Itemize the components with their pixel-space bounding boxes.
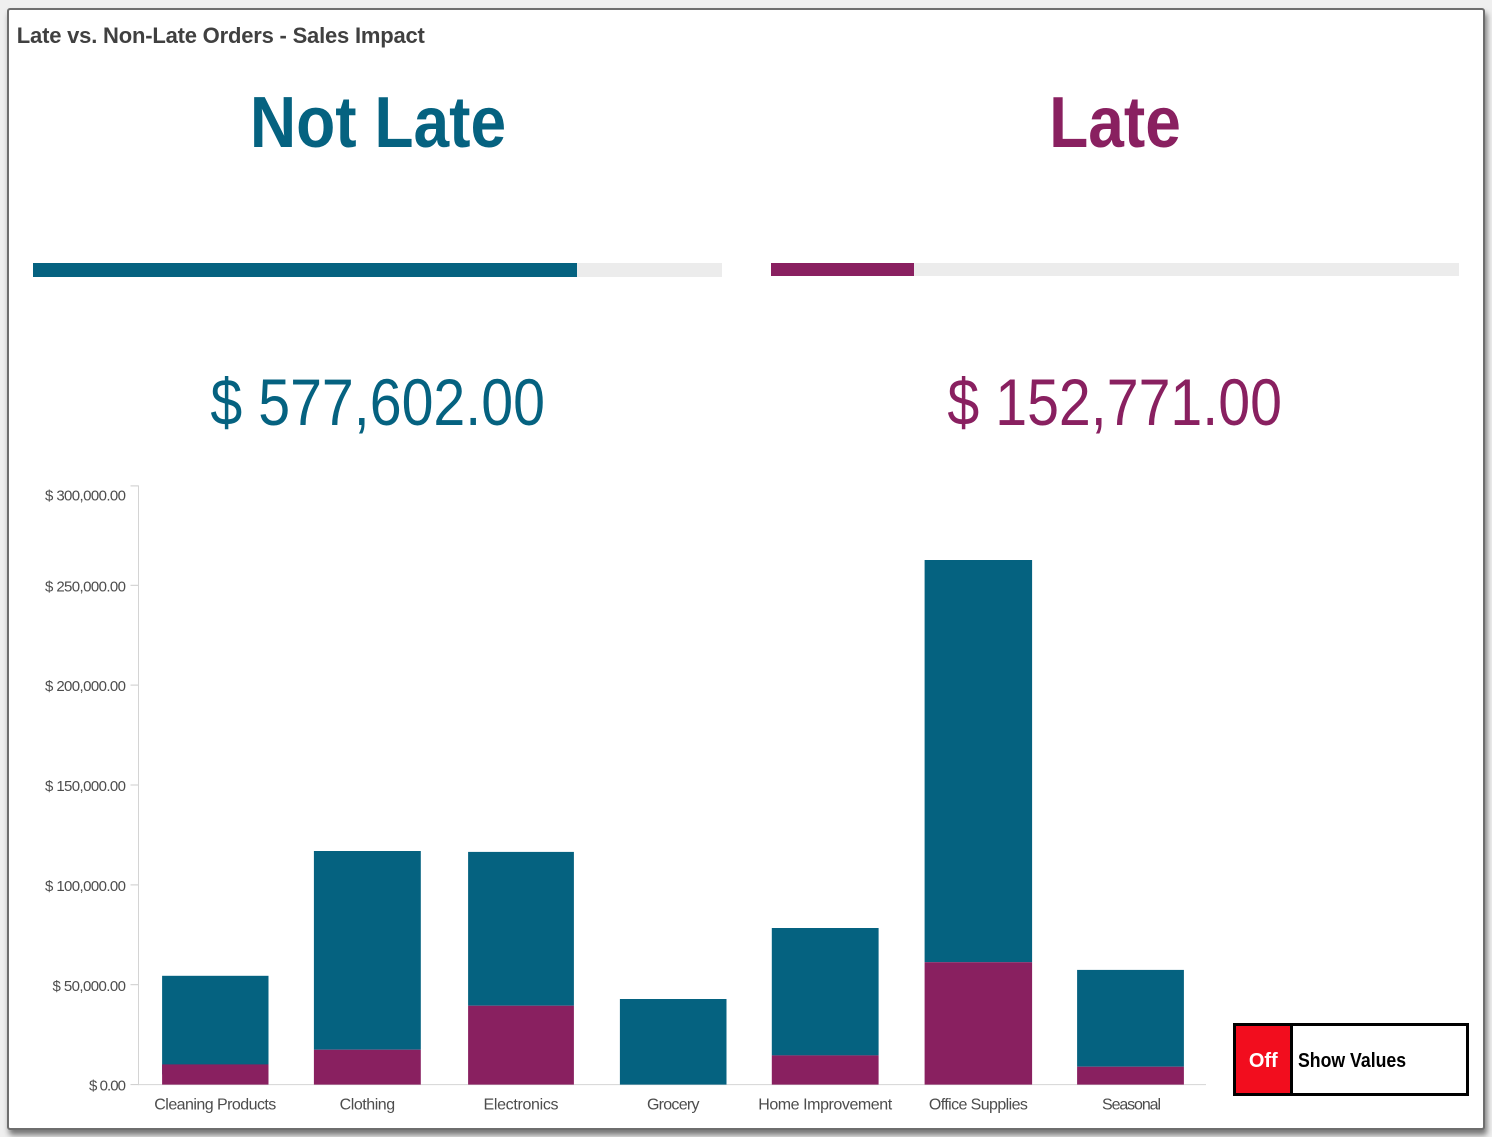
svg-text:Seasonal: Seasonal: [1102, 1097, 1161, 1114]
svg-text:Office Supplies: Office Supplies: [929, 1097, 1028, 1114]
svg-text:$ 0.00: $ 0.00: [89, 1078, 126, 1095]
svg-text:Grocery: Grocery: [647, 1097, 700, 1114]
svg-text:$ 50,000.00: $ 50,000.00: [53, 978, 127, 995]
svg-text:$ 150,000.00: $ 150,000.00: [45, 778, 126, 795]
svg-text:Cleaning Products: Cleaning Products: [154, 1097, 276, 1114]
svg-text:Clothing: Clothing: [340, 1097, 396, 1114]
svg-text:$ 250,000.00: $ 250,000.00: [45, 578, 126, 595]
svg-text:$ 200,000.00: $ 200,000.00: [45, 678, 126, 695]
svg-text:$ 100,000.00: $ 100,000.00: [45, 878, 126, 895]
svg-text:$ 300,000.00: $ 300,000.00: [45, 487, 126, 504]
svg-text:Electronics: Electronics: [484, 1097, 559, 1114]
svg-text:Home Improvement: Home Improvement: [758, 1097, 893, 1114]
